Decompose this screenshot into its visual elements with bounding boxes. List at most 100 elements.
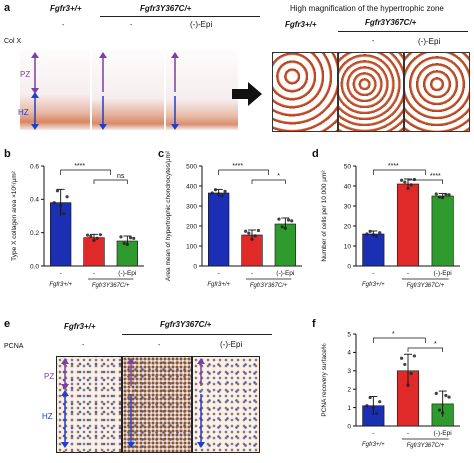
data-point <box>444 393 448 398</box>
y-tick-label: 0.0 <box>30 263 39 270</box>
data-point <box>92 238 96 243</box>
data-point <box>128 236 133 240</box>
group-label: Fgfr3+/+ <box>207 282 230 288</box>
y-tick-label: 30 <box>344 203 352 210</box>
panel-d-letter: d <box>312 148 319 160</box>
y-tick-label: 1 <box>347 405 351 412</box>
data-point <box>125 242 129 247</box>
y-tick-label: 0 <box>193 263 197 270</box>
data-point <box>95 236 99 240</box>
data-point <box>447 395 451 399</box>
x-tick-label: - <box>372 430 374 437</box>
y-tick-label: 20 <box>344 223 352 230</box>
data-point <box>437 195 442 199</box>
significance-label: **** <box>74 163 85 170</box>
data-point <box>286 218 291 222</box>
y-axis-label: Type X collagen area ×10⁶/µm² <box>11 170 18 261</box>
significance-label: **** <box>388 163 399 170</box>
data-point <box>247 231 251 235</box>
y-tick-label: 100 <box>186 243 197 250</box>
panel-e-treatment-mut: - <box>158 342 161 349</box>
data-point <box>434 192 438 196</box>
chart-d: 0 10 20 30 40 50 Number of cells per 10 000 µm… <box>321 163 460 289</box>
data-point <box>403 180 407 184</box>
panel-a-treatment-mut: - <box>130 22 133 29</box>
magnification-treatment-epi: (-)-Epi <box>418 37 441 46</box>
group-label: Fgfr3Y367C/+ <box>250 283 288 289</box>
x-tick-label: - <box>93 270 95 277</box>
y-axis-label: Number of cells per 10 000 µm² <box>321 170 328 262</box>
y-tick-label: 3 <box>347 368 351 375</box>
x-tick-label: - <box>60 270 62 277</box>
data-point <box>250 237 254 241</box>
data-point <box>213 188 218 192</box>
panel-a-genotype-underline <box>100 16 260 17</box>
magnification-image-wt <box>272 52 338 132</box>
data-point <box>132 236 136 240</box>
data-point <box>98 233 102 237</box>
magnification-genotype-mut: Fgfr3Y367C/+ <box>365 18 417 27</box>
data-point <box>290 219 294 223</box>
significance-label: * <box>392 331 395 338</box>
significance-label: * <box>434 341 437 348</box>
colx-image-wt <box>20 50 90 130</box>
group-label: Fgfr3+/+ <box>49 282 72 288</box>
data-point <box>277 217 281 221</box>
data-point <box>444 192 448 197</box>
data-point <box>283 226 287 230</box>
data-point <box>223 189 227 193</box>
panel-a-zone-arrows-mut <box>99 52 107 130</box>
bar <box>208 192 230 267</box>
colx-image-mut <box>92 50 164 130</box>
panel-a-treatment-epi: (-)-Epi <box>190 20 213 29</box>
significance-bracket <box>407 179 444 184</box>
significance-bracket <box>372 169 426 175</box>
panel-e-genotype-wt: Fgfr3+/+ <box>64 322 96 331</box>
magnification-title: High magnification of the hypertrophic z… <box>290 4 444 13</box>
x-tick-label: (-)-Epi <box>434 270 452 277</box>
y-tick-label: 4 <box>347 350 351 357</box>
y-tick-label: 400 <box>186 183 197 190</box>
data-point <box>441 411 445 415</box>
y-tick-label: 0.4 <box>30 197 39 204</box>
data-point <box>52 201 56 205</box>
y-tick-label: 500 <box>186 163 197 170</box>
y-tick-label: 200 <box>186 223 197 230</box>
x-tick-label: - <box>407 430 409 437</box>
group-label: Fgfr3Y367C/+ <box>407 443 445 449</box>
data-point <box>400 178 404 182</box>
panel-e-treatment-epi: (-)-Epi <box>220 340 243 349</box>
panel-a-letter: a <box>4 2 11 14</box>
panel-e-genotype-mut: Fgfr3Y367C/+ <box>160 320 212 329</box>
data-point <box>434 391 438 395</box>
pcna-image-mut <box>122 356 192 453</box>
data-point <box>409 371 413 376</box>
y-tick-label: 50 <box>344 163 352 170</box>
y-tick-label: 0.2 <box>30 230 39 237</box>
data-point <box>406 186 410 190</box>
significance-label: **** <box>232 163 243 170</box>
data-point <box>368 229 372 233</box>
data-point <box>368 395 372 400</box>
data-point <box>217 192 221 196</box>
y-tick-label: 300 <box>186 203 197 210</box>
significance-bracket <box>251 179 286 184</box>
panel-e-zone-arrows-mut <box>127 358 135 448</box>
data-point <box>365 404 369 408</box>
significance-bracket <box>407 347 444 352</box>
data-point <box>403 362 407 367</box>
panel-e-genotype-underline <box>122 334 272 335</box>
y-tick-label: 0.6 <box>30 163 39 170</box>
y-tick-label: 0 <box>347 263 351 270</box>
panel-e-stain-label: PCNA <box>4 343 24 350</box>
right-arrow-icon <box>232 82 262 106</box>
data-point <box>374 411 379 416</box>
panel-a-hz-label: HZ <box>18 108 29 117</box>
chart-f: 0 1 2 3 4 5 PCNA recovery surface% - - (-)-Epi Fgf… <box>321 331 460 449</box>
magnification-image-mut <box>338 52 404 132</box>
magnification-genotype-wt: Fgfr3+/+ <box>285 20 317 29</box>
chart-c: 0 100 200 300 400 500 Area mean of hypertrophi… <box>165 150 302 289</box>
panel-b-letter: b <box>4 148 11 160</box>
data-point <box>437 408 442 412</box>
data-point <box>65 195 69 199</box>
